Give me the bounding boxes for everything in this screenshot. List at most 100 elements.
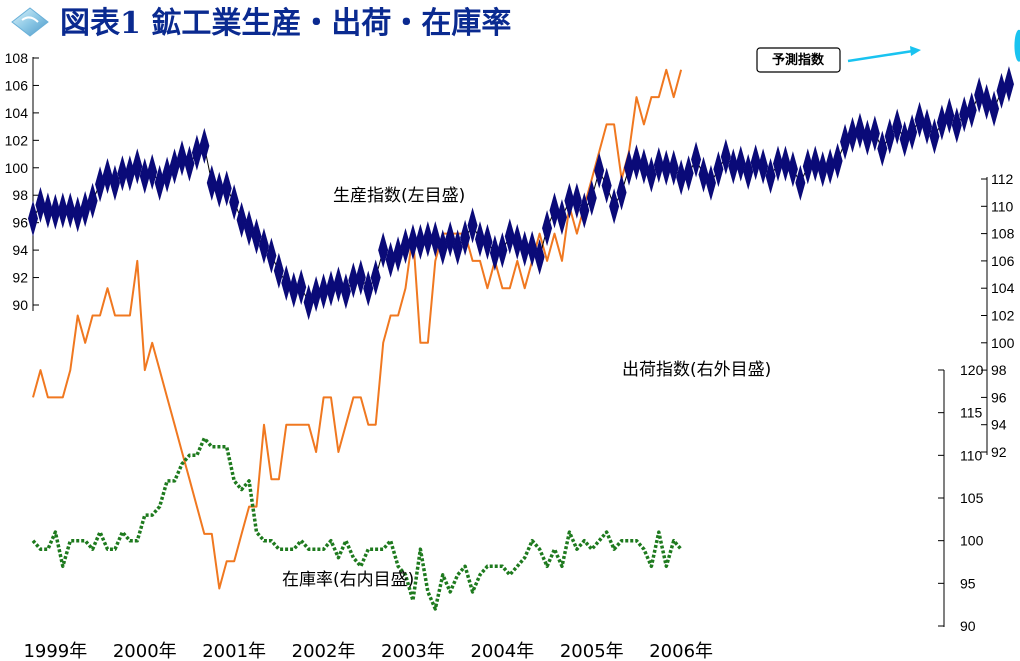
production-point <box>415 223 426 260</box>
production-point <box>758 148 769 185</box>
right-outer-axis-ticks: 92 94 96 98 100 102 104 106 108 110 112 <box>981 171 1015 460</box>
right-outer-tick-label: 104 <box>991 280 1015 296</box>
production-point <box>50 193 61 230</box>
production-point <box>80 190 91 227</box>
production-point <box>728 148 739 185</box>
production-point <box>869 115 880 152</box>
production-point <box>847 116 858 153</box>
production-point <box>810 145 821 182</box>
production-point <box>244 210 255 247</box>
title-text: 図表1 鉱工業生産・出荷・在庫率 <box>60 6 511 41</box>
production-point <box>877 130 888 167</box>
production-point <box>147 153 158 190</box>
production-point <box>475 221 485 258</box>
production-point <box>743 153 754 190</box>
diamond-icon <box>11 7 49 37</box>
production-point <box>966 92 977 129</box>
production-point <box>683 155 694 192</box>
x-tick-label: 2002年 <box>292 641 356 661</box>
left-tick-label: 106 <box>5 77 29 93</box>
inventory-series-label: 在庫率(右内目盛) <box>282 570 414 590</box>
production-point <box>28 200 38 237</box>
production-point <box>929 118 940 155</box>
production-point <box>95 166 106 203</box>
production-point <box>311 276 322 313</box>
production-point <box>1003 66 1014 103</box>
production-point <box>571 182 582 219</box>
production-point <box>907 114 918 151</box>
production-point <box>318 273 329 310</box>
production-point <box>780 145 791 182</box>
right-outer-tick-label: 100 <box>991 335 1015 351</box>
x-axis-ticks: 1999年 2000年 2001年 2002年 2003年 2004年 2005年 2006年 <box>23 641 713 661</box>
inventory-line <box>31 436 683 611</box>
production-point <box>303 284 314 321</box>
production-point <box>117 155 128 192</box>
production-point <box>892 108 903 145</box>
production-point <box>564 182 575 219</box>
production-point <box>430 221 441 258</box>
production-point <box>646 156 657 193</box>
right-inner-tick-label: 90 <box>960 618 976 634</box>
production-point <box>951 107 962 144</box>
left-tick-label: 98 <box>12 187 28 203</box>
forecast-callout-label: 予測指数 <box>772 52 825 68</box>
production-point <box>944 97 955 134</box>
production-point <box>974 77 985 114</box>
left-tick-label: 90 <box>12 297 28 313</box>
production-point <box>177 140 187 177</box>
left-tick-label: 104 <box>5 105 29 121</box>
forecast-callout-box <box>756 47 841 73</box>
production-point <box>981 83 992 120</box>
production-point <box>184 145 195 182</box>
production-point <box>452 229 463 266</box>
production-point <box>817 151 828 188</box>
production-point <box>385 241 396 278</box>
production-point <box>773 145 783 182</box>
production-point <box>497 232 508 269</box>
right-inner-tick-label: 95 <box>960 575 976 591</box>
production-point <box>236 201 247 238</box>
production-point <box>348 262 359 299</box>
production-point <box>191 134 202 171</box>
production-point <box>154 164 165 201</box>
production-point <box>42 192 53 229</box>
production-point <box>214 171 225 208</box>
production-point <box>467 207 478 244</box>
left-axis-ticks: 90 92 94 96 98 100 102 104 106 108 <box>5 50 39 313</box>
production-point <box>527 230 538 267</box>
x-tick-label: 2003年 <box>381 641 445 661</box>
production-point <box>124 155 135 192</box>
right-outer-tick-label: 106 <box>991 253 1015 269</box>
production-point <box>750 144 761 181</box>
production-series <box>28 66 1014 321</box>
production-point <box>400 227 411 264</box>
production-point <box>87 182 98 219</box>
production-point <box>296 269 307 306</box>
production-point <box>594 152 605 189</box>
shipments-series-label: 出荷指数(右外目盛) <box>622 360 771 380</box>
production-point <box>460 219 471 256</box>
production-point <box>333 266 344 303</box>
right-outer-tick-label: 112 <box>991 171 1014 187</box>
production-point <box>899 120 910 157</box>
right-outer-tick-label: 110 <box>991 198 1014 214</box>
right-outer-tick-label: 96 <box>991 389 1007 405</box>
production-point <box>504 218 515 255</box>
production-point <box>258 227 269 264</box>
production-point <box>996 72 1007 109</box>
x-tick-label: 2006年 <box>649 641 713 661</box>
production-point <box>326 270 336 307</box>
right-outer-tick-label: 92 <box>991 444 1007 460</box>
production-point <box>489 234 500 271</box>
production-point <box>661 149 672 186</box>
production-point <box>705 164 716 201</box>
production-point <box>624 149 634 186</box>
production-point <box>206 164 217 201</box>
production-point <box>266 237 277 274</box>
production-point <box>35 186 46 223</box>
right-inner-tick-label: 120 <box>960 362 984 378</box>
production-point <box>72 196 83 233</box>
production-point <box>862 119 873 156</box>
